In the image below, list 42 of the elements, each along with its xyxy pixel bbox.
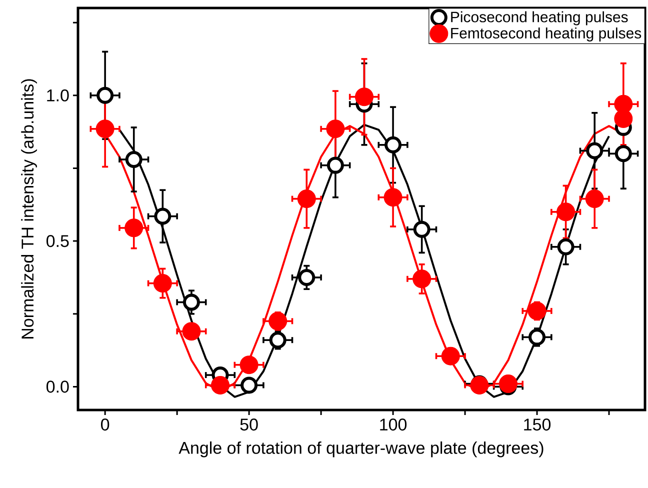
point xyxy=(124,218,144,238)
point xyxy=(556,202,576,222)
point xyxy=(326,120,345,138)
x-tick-label: 50 xyxy=(240,418,258,431)
point xyxy=(614,109,633,128)
y-tick-label: 1.0 xyxy=(47,89,69,102)
x-tick-label: 150 xyxy=(524,418,551,431)
point xyxy=(154,208,172,225)
point xyxy=(413,220,430,238)
point xyxy=(528,328,546,346)
point xyxy=(326,156,344,174)
point xyxy=(268,312,288,330)
point xyxy=(125,150,142,168)
point xyxy=(96,86,114,104)
point xyxy=(585,190,604,208)
legend-label: Picosecond heating pulses xyxy=(451,11,628,26)
point xyxy=(528,302,546,320)
y-tick-label: 0.0 xyxy=(46,380,69,393)
point xyxy=(498,374,518,394)
x-axis-title: Angle of rotation of quarter-wave plate (degrees) xyxy=(178,441,544,458)
x-tick-label: 0 xyxy=(101,418,110,431)
point xyxy=(211,376,230,394)
point xyxy=(297,190,316,208)
point xyxy=(240,356,258,374)
y-axis-title: Normalized TH intensity (arb.units) xyxy=(21,79,37,338)
point xyxy=(441,346,460,366)
point xyxy=(240,376,258,394)
x-tick-label: 100 xyxy=(380,418,407,431)
point xyxy=(182,322,201,341)
y-tick-label: 0.5 xyxy=(46,235,69,248)
point xyxy=(557,238,574,256)
point xyxy=(96,120,114,138)
point xyxy=(269,332,286,349)
point xyxy=(384,188,402,207)
point xyxy=(586,142,604,160)
point xyxy=(298,268,316,286)
point xyxy=(153,274,172,293)
point xyxy=(384,136,402,154)
point xyxy=(354,88,374,106)
point xyxy=(412,270,432,288)
legend-label: Femtosecond heating pulses xyxy=(451,27,642,42)
point xyxy=(182,294,200,311)
